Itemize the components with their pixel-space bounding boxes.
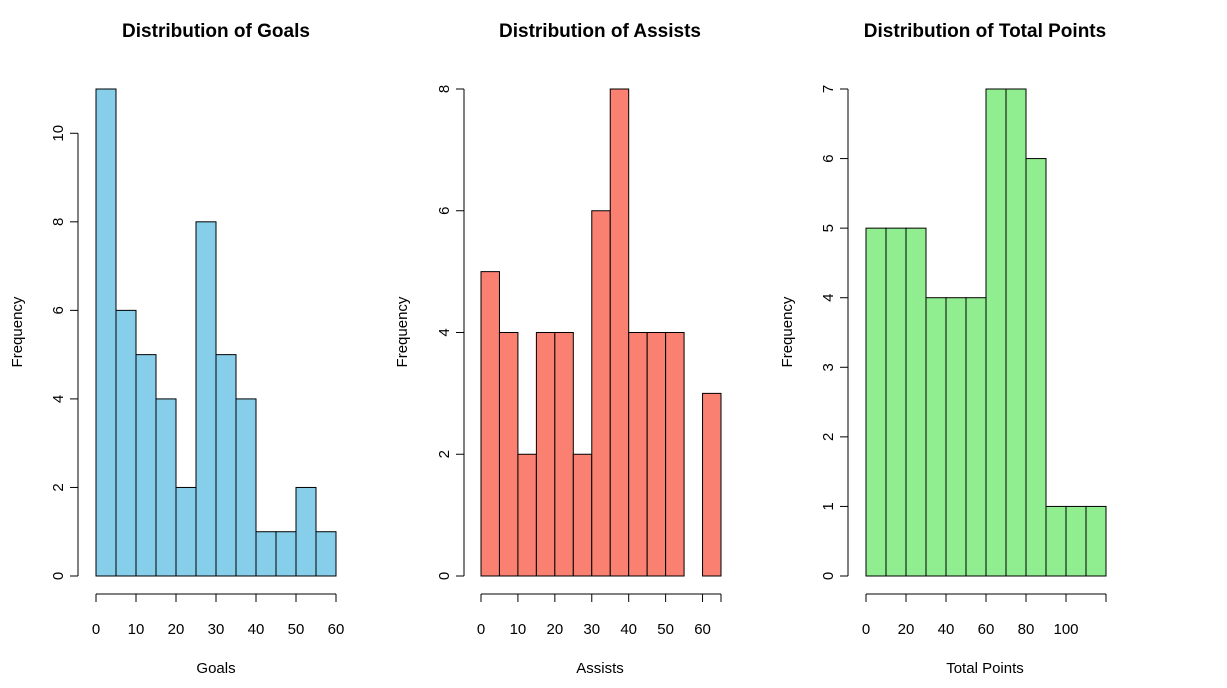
goals-x-axis: 0 10 20 30 40 50 60 <box>92 593 345 638</box>
goals-y-tick-label: 0 <box>50 572 67 580</box>
goals-bar <box>275 531 297 577</box>
goals-y-axis-label: Frequency <box>9 296 26 367</box>
goals-y-tick-label: 6 <box>50 306 67 314</box>
assists-x-axis-label: Assists <box>576 660 624 677</box>
assists-x-tick-label: 0 <box>477 621 485 638</box>
total-points-y-tick-label: 4 <box>820 294 837 302</box>
goals-y-tick-label: 4 <box>50 395 67 403</box>
assists-bar <box>517 453 537 577</box>
total-points-bar <box>1065 505 1087 577</box>
total-points-x-tick-label: 20 <box>898 621 915 638</box>
total-points-bar <box>965 297 987 577</box>
total-points-bar <box>1005 88 1027 577</box>
assists-chart-title: Distribution of Assists <box>499 21 701 42</box>
total-points-x-tick-label: 80 <box>1018 621 1035 638</box>
goals-x-tick-label: 10 <box>128 621 145 638</box>
total-points-bar <box>865 227 887 577</box>
assists-y-tick-label: 6 <box>436 207 453 215</box>
goals-y-tick-label: 10 <box>50 125 67 142</box>
total-points-histogram-panel: Distribution of Total Points 0 1 2 3 4 5 6 7 0 2… <box>779 21 1107 677</box>
assists-histogram-panel: Distribution of Assists 0 2 4 6 8 0 10 20 30 40 5… <box>394 21 722 677</box>
assists-bar <box>498 332 519 577</box>
goals-histogram-panel: Distribution of Goals 0 2 4 6 8 10 0 10 20 30 40 5… <box>9 21 344 677</box>
goals-bar <box>135 354 157 577</box>
total-points-y-axis-label: Frequency <box>779 296 796 367</box>
assists-x-tick-label: 60 <box>694 621 711 638</box>
goals-bar <box>155 398 177 577</box>
goals-x-tick-label: 30 <box>208 621 225 638</box>
goals-bar <box>295 486 317 577</box>
goals-bar <box>195 221 217 577</box>
assists-y-tick-label: 8 <box>436 85 453 93</box>
assists-y-tick-label: 4 <box>436 328 453 336</box>
goals-x-tick-label: 0 <box>92 621 100 638</box>
goals-bar <box>315 531 337 577</box>
assists-y-tick-label: 2 <box>436 450 453 458</box>
goals-bar <box>255 531 277 577</box>
total-points-y-tick-label: 6 <box>820 154 837 162</box>
goals-bar <box>215 354 237 577</box>
assists-bar <box>535 332 556 577</box>
assists-bar <box>665 332 685 577</box>
assists-bar <box>702 392 722 577</box>
total-points-x-tick-label: 60 <box>978 621 995 638</box>
total-points-y-tick-label: 5 <box>820 224 837 232</box>
goals-x-tick-label: 20 <box>168 621 185 638</box>
assists-x-tick-label: 50 <box>657 621 674 638</box>
total-points-x-tick-label: 40 <box>938 621 955 638</box>
total-points-bar <box>1025 158 1047 577</box>
assists-bar <box>646 332 667 577</box>
assists-y-tick-label: 0 <box>436 572 453 580</box>
assists-bar <box>572 453 593 577</box>
total-points-bar <box>925 297 947 577</box>
total-points-x-axis: 0 20 40 60 80 100 <box>862 593 1107 638</box>
total-points-bar <box>885 227 907 577</box>
total-points-y-axis: 0 1 2 3 4 5 6 7 <box>820 85 849 580</box>
goals-bar <box>175 486 197 577</box>
total-points-y-tick-label: 7 <box>820 85 837 93</box>
total-points-bar <box>1085 505 1107 577</box>
total-points-x-tick-label: 100 <box>1053 621 1078 638</box>
goals-bar <box>95 88 117 577</box>
total-points-y-tick-label: 0 <box>820 572 837 580</box>
goals-bars <box>95 88 337 577</box>
goals-x-tick-label: 50 <box>288 621 305 638</box>
total-points-y-tick-label: 3 <box>820 363 837 371</box>
goals-x-tick-label: 40 <box>248 621 265 638</box>
total-points-chart-title: Distribution of Total Points <box>864 21 1106 42</box>
total-points-x-axis-label: Total Points <box>946 660 1024 677</box>
total-points-bars <box>865 88 1107 577</box>
total-points-bar <box>985 88 1007 577</box>
assists-bar <box>609 88 630 577</box>
assists-x-tick-label: 10 <box>510 621 527 638</box>
assists-bar <box>628 332 648 577</box>
assists-bars <box>480 88 722 577</box>
assists-y-axis: 0 2 4 6 8 <box>436 85 465 580</box>
assists-bar <box>591 210 611 577</box>
assists-x-tick-label: 40 <box>620 621 637 638</box>
assists-y-axis-label: Frequency <box>394 296 411 367</box>
goals-y-tick-label: 8 <box>50 218 67 226</box>
goals-x-tick-label: 60 <box>328 621 345 638</box>
goals-y-axis: 0 2 4 6 8 10 <box>50 125 79 580</box>
assists-x-axis: 0 10 20 30 40 50 60 <box>477 593 722 638</box>
goals-bar <box>115 309 137 577</box>
total-points-x-tick-label: 0 <box>862 621 870 638</box>
total-points-bar <box>1045 505 1067 577</box>
goals-x-axis-label: Goals <box>196 660 235 677</box>
goals-chart-title: Distribution of Goals <box>122 21 310 42</box>
goals-y-tick-label: 2 <box>50 483 67 491</box>
total-points-bar <box>945 297 967 577</box>
total-points-bar <box>905 227 927 577</box>
assists-bar <box>480 271 500 577</box>
total-points-y-tick-label: 2 <box>820 433 837 441</box>
assists-x-tick-label: 20 <box>547 621 564 638</box>
assists-bar <box>554 332 574 577</box>
goals-bar <box>235 398 257 577</box>
total-points-y-tick-label: 1 <box>820 502 837 510</box>
assists-x-tick-label: 30 <box>583 621 600 638</box>
